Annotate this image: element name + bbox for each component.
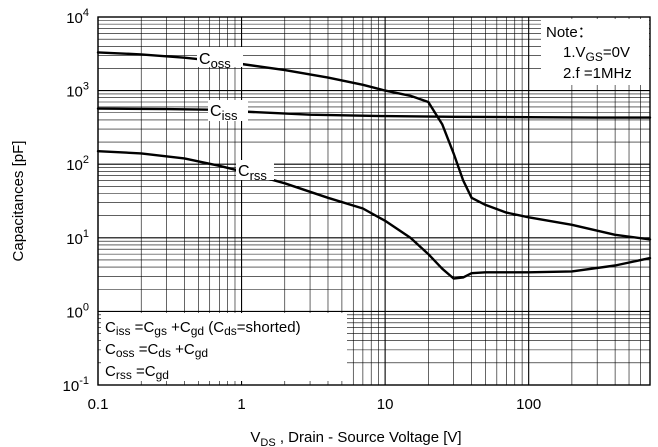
coss-label-bg (197, 47, 243, 67)
y-tick-label: 101 (66, 228, 89, 248)
x-tick-label: 100 (516, 396, 541, 413)
formula-ciss: Ciss =Cgs +Cgd (Cds=shorted) (105, 319, 301, 338)
note-line2: 2.f =1MHz (563, 65, 632, 82)
series-crss-line (96, 150, 652, 280)
x-tick-label: 10 (377, 396, 394, 413)
tick-labels: 0.1 1 10 100 10-1 100 101 102 103 104 (63, 7, 542, 413)
formula-box (101, 313, 347, 381)
note-box (541, 19, 649, 85)
ciss-series-label: Ciss (210, 103, 238, 123)
x-tick-label: 1 (237, 396, 245, 413)
data-curves (96, 51, 652, 280)
crss-series-label: Crss (238, 163, 267, 183)
y-tick-label: 104 (66, 7, 89, 27)
y-tick-label: 103 (66, 81, 89, 101)
y-axis-title: Capacitances [pF] (10, 141, 27, 262)
note-title: Note： (546, 24, 593, 41)
formula-coss: Coss =Cds +Cgd (105, 341, 208, 360)
note-line1: 1.VGS=0V (563, 44, 630, 64)
ciss-label-bg (208, 100, 248, 121)
series-ciss-line (96, 107, 652, 119)
coss-series-label: Coss (199, 51, 231, 71)
grid-lines (97, 16, 651, 386)
y-tick-label: 100 (66, 301, 89, 321)
plot-frame (97, 16, 651, 386)
y-tick-label: 10-1 (63, 375, 89, 395)
x-axis-title: VDS , Drain - Source Voltage [V] (250, 429, 461, 447)
x-tick-label: 0.1 (88, 396, 109, 413)
y-tick-label: 102 (66, 154, 89, 174)
formula-crss: Crss =Cgd (105, 363, 169, 382)
crss-label-bg (236, 160, 274, 180)
